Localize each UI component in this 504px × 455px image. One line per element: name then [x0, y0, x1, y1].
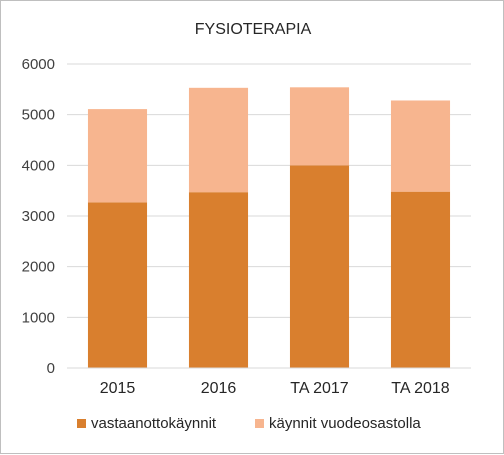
bar-segment-vuodeosasto [289, 87, 350, 166]
y-tick-label: 2000 [22, 259, 55, 276]
y-tick-label: 1000 [22, 309, 55, 326]
legend-item: vastaanottokäynnit [77, 415, 217, 432]
legend: vastaanottokäynnit käynnit vuodeosastolla [77, 415, 421, 432]
legend-label: käynnit vuodeosastolla [269, 415, 421, 432]
chart-title: FYSIOTERAPIA [195, 21, 312, 38]
x-tick-label: TA 2018 [391, 380, 450, 397]
x-tick-label: TA 2017 [290, 380, 349, 397]
legend-swatch [77, 419, 86, 428]
x-axis: 2015 2016 TA 2017 TA 2018 [67, 367, 471, 397]
legend-swatch [255, 419, 264, 428]
y-tick-label: 0 [47, 360, 55, 377]
y-axis: 0 1000 2000 3000 4000 5000 6000 [22, 56, 55, 377]
y-tick-label: 6000 [22, 56, 55, 73]
bar-segment-vastaanotto [289, 165, 350, 368]
bar-segment-vastaanotto [390, 191, 451, 368]
bars [87, 87, 451, 368]
bar-segment-vastaanotto [87, 202, 148, 368]
y-tick-label: 4000 [22, 157, 55, 174]
x-tick-label: 2015 [100, 380, 136, 397]
bar-segment-vuodeosasto [87, 109, 148, 203]
bar-segment-vuodeosasto [390, 100, 451, 192]
legend-label: vastaanottokäynnit [91, 415, 217, 432]
bar-segment-vuodeosasto [188, 87, 249, 193]
bar-segment-vastaanotto [188, 192, 249, 368]
legend-item: käynnit vuodeosastolla [255, 415, 421, 432]
x-tick-label: 2016 [201, 380, 237, 397]
y-tick-label: 5000 [22, 107, 55, 124]
y-tick-label: 3000 [22, 208, 55, 225]
